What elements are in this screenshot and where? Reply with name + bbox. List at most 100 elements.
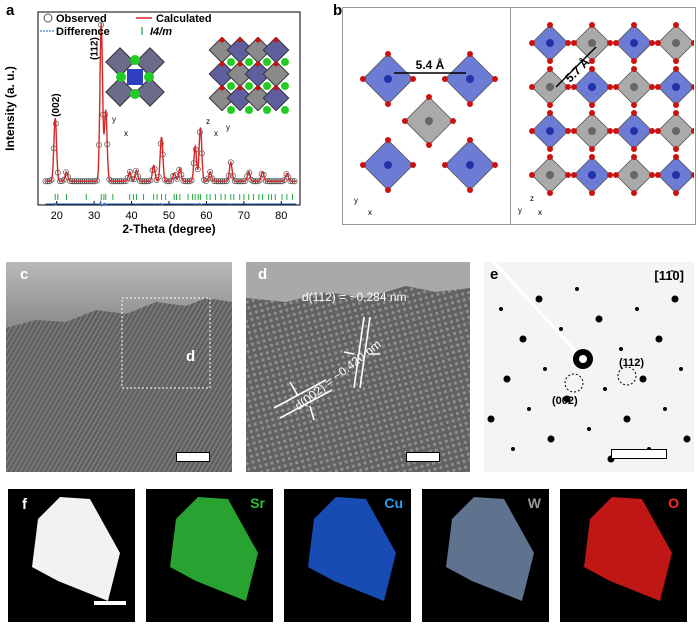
cu-octahedron-center (672, 83, 680, 91)
o-atom (589, 22, 595, 28)
o-atom (607, 172, 613, 178)
o-label: O (668, 495, 679, 511)
o-atom (565, 84, 571, 90)
axis-x: x (368, 208, 372, 217)
diffraction-spot (679, 367, 683, 371)
diffraction-spot (623, 415, 631, 423)
sr-atom (263, 82, 271, 90)
o-atom (613, 84, 619, 90)
sr-map: Sr (146, 489, 273, 622)
diffraction-spot (563, 395, 571, 403)
d112-label: d(112) = ~0.284 nm (302, 290, 407, 304)
octahedron (262, 60, 290, 88)
diffraction-spot (663, 407, 667, 411)
o-atom (547, 66, 553, 72)
diffraction-spot (527, 407, 531, 411)
o-atom (631, 58, 637, 64)
scale-bar (611, 449, 667, 459)
o-atom (255, 37, 261, 43)
octahedron (226, 36, 254, 64)
beam-stopper (492, 262, 582, 358)
o-atom (467, 137, 473, 143)
o-atom (673, 190, 679, 196)
diffraction-spot (639, 375, 647, 383)
octahedron (226, 84, 254, 112)
panel-a-label: a (6, 2, 15, 19)
o-atom (589, 102, 595, 108)
o-atom (547, 154, 553, 160)
o-atom (631, 146, 637, 152)
calculated-line (45, 23, 297, 182)
observed-point (153, 177, 160, 184)
difference-line (45, 199, 297, 208)
o-atom (385, 101, 391, 107)
legend-observed-marker (43, 13, 53, 23)
sr-atom (130, 55, 140, 65)
diffraction-spot (619, 347, 623, 351)
w-octahedron-center (672, 127, 680, 135)
diffraction-spot (535, 295, 543, 303)
o-atom (571, 84, 577, 90)
o-atom (529, 40, 535, 46)
y-axis-label: Intensity (a. u.) (3, 66, 17, 151)
o-atom (385, 137, 391, 143)
sr-atom (227, 58, 235, 66)
spot-112-marker (617, 366, 637, 386)
x-axis-label: 2-Theta (degree) (122, 222, 215, 236)
x-tick-label: 50 (163, 210, 175, 222)
o-atom (607, 128, 613, 134)
octahedron (262, 84, 290, 112)
sr-atom (263, 58, 271, 66)
scale-bar (94, 601, 126, 605)
o-atom (607, 40, 613, 46)
sr-atom (281, 106, 289, 114)
sr-atom (245, 58, 253, 66)
panel-f-label: f (22, 496, 27, 513)
octahedron (208, 36, 236, 64)
o-atom (649, 128, 655, 134)
observed-point (188, 177, 195, 184)
o-map: O (560, 489, 687, 622)
o-atom (571, 128, 577, 134)
o-atom (565, 128, 571, 134)
axis-y: y (518, 206, 522, 215)
haadf-map (8, 489, 135, 622)
cu-octahedron-center (630, 39, 638, 47)
sr-atom (281, 82, 289, 90)
cu-octahedron-center (546, 39, 554, 47)
o-atom (529, 128, 535, 134)
o-atom (237, 85, 243, 91)
x-tick-label: 80 (275, 210, 287, 222)
axis-z: z (206, 117, 210, 126)
o-atom (219, 37, 225, 43)
observed-point (63, 169, 70, 176)
o-atom (426, 142, 432, 148)
cu-octahedron-center (630, 127, 638, 135)
o-atom (442, 76, 448, 82)
o-atom (360, 76, 366, 82)
diffraction-spot (559, 327, 563, 331)
o-atom (547, 22, 553, 28)
o-atom (529, 84, 535, 90)
o-atom (385, 187, 391, 193)
diffraction-spot (635, 307, 639, 311)
o-atom (467, 51, 473, 57)
diffraction-spot (543, 367, 547, 371)
w-octahedron-center (546, 83, 554, 91)
o-atom (631, 110, 637, 116)
w-octahedron-center (588, 127, 596, 135)
cu-octahedron-center (466, 75, 474, 83)
o-atom (547, 190, 553, 196)
o-atom (467, 101, 473, 107)
o-atom (402, 118, 408, 124)
panel-d-label: d (258, 266, 268, 283)
hrtem-image: d(112) = ~0.284 nm d(002) = ~0.420 nm (246, 262, 470, 472)
w-octahedron-center (588, 39, 596, 47)
cu-octahedron-center (384, 161, 392, 169)
o-atom (673, 58, 679, 64)
x-tick-label: 60 (200, 210, 212, 222)
tem-image: d (6, 262, 232, 472)
o-atom (691, 128, 694, 134)
octahedron (244, 60, 272, 88)
panel-e-label: e (490, 266, 499, 283)
